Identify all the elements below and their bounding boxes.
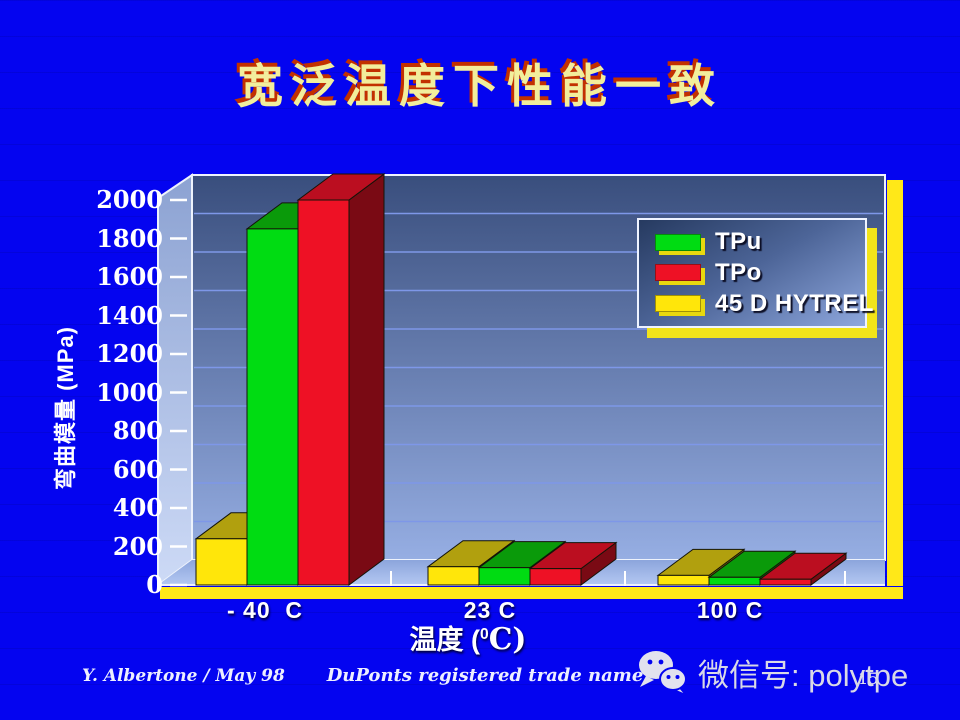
page-number: 15 (858, 669, 879, 688)
chart-left-wall (157, 173, 193, 587)
legend-swatch (655, 295, 701, 313)
y-axis-title: 弯曲模量 (MPa) (53, 325, 78, 491)
bar-TPo-100 C (759, 578, 812, 586)
legend-item: 45 D HYTREL (655, 290, 873, 318)
x-axis-title-superscript: 0 (480, 626, 489, 643)
chart-side-accent-right (887, 180, 903, 586)
legend-label: TPo (715, 258, 762, 286)
x-axis-title-suffix: C) (488, 622, 527, 657)
wechat-icon (639, 651, 687, 696)
bar-45 D HYTREL-- 40 C (195, 538, 248, 586)
bar-45 D HYTREL-23 C (427, 566, 480, 586)
bar-TPu-23 C (478, 567, 531, 586)
legend-swatch (655, 264, 701, 282)
bar-TPu-100 C (708, 576, 761, 586)
legend-label: 45 D HYTREL (715, 289, 874, 317)
bar-TPu-- 40 C (246, 228, 299, 586)
axis-ticks (170, 198, 846, 587)
bar-TPo-- 40 C (297, 199, 350, 586)
x-axis-title-prefix: 温度 ( (409, 625, 481, 655)
legend-item: TPu (655, 228, 859, 256)
wechat-watermark-text: 微信号: polytpe (698, 657, 909, 693)
chart-legend: TPu TPo 45 D HYTREL (637, 218, 873, 328)
legend-item: TPo (655, 259, 859, 287)
footer-author: Y. Albertone / May 98 (82, 666, 285, 686)
wechat-watermark: 微信号: polytpe (636, 648, 908, 696)
x-axis-title: 温度 (0C) (410, 618, 527, 657)
bar-TPo-23 C (529, 568, 582, 586)
legend-swatch (655, 233, 701, 251)
footer-trademark-note: DuPonts registered trade name (326, 665, 644, 686)
slide-title: 宽泛温度下性能一致 (237, 59, 723, 113)
bar-45 D HYTREL-100 C (657, 574, 710, 586)
legend-label: TPu (715, 228, 762, 256)
bars-group (194, 173, 848, 586)
bar-side-TPo-- 40 C (348, 173, 385, 586)
chart-floor-accent-front (160, 587, 903, 599)
